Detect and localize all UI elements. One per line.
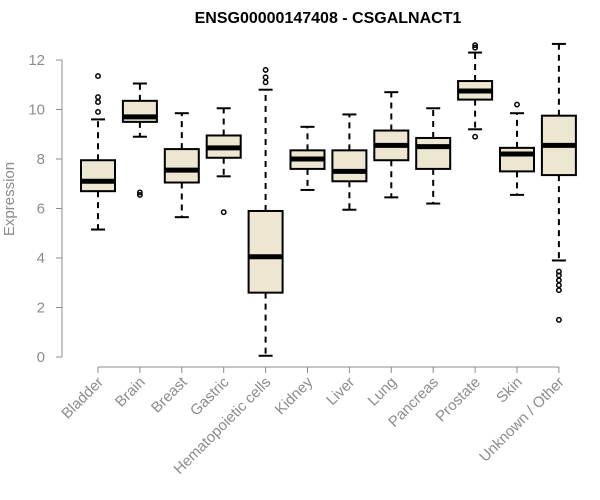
outlier-point xyxy=(95,73,101,80)
x-tick-label: Liver xyxy=(323,374,358,409)
outlier-point xyxy=(514,101,520,108)
box-gastric xyxy=(205,107,242,216)
outlier-point xyxy=(555,277,562,284)
box-pancreas xyxy=(415,107,452,205)
y-tick-label: 6 xyxy=(37,201,45,218)
y-tick-label: 12 xyxy=(28,52,45,69)
outlier-point xyxy=(95,99,101,106)
iqr-box xyxy=(163,148,200,184)
y-tick-label: 4 xyxy=(37,250,45,267)
box-prostate xyxy=(457,42,494,140)
x-tick-label: Brain xyxy=(112,374,149,411)
box-hematopoietic-cells xyxy=(247,66,284,357)
iqr-box xyxy=(80,159,116,193)
y-tick-label: 8 xyxy=(37,151,45,168)
outlier-point xyxy=(262,79,269,86)
box-unknown-other xyxy=(540,42,577,323)
x-tick-label: Breast xyxy=(148,373,191,416)
outlier-point xyxy=(555,316,562,323)
outlier-point xyxy=(95,94,101,101)
box-kidney xyxy=(289,125,326,191)
y-tick-label: 0 xyxy=(37,349,45,366)
outlier-point xyxy=(555,282,562,289)
iqr-box xyxy=(247,209,284,294)
iqr-box xyxy=(415,136,452,170)
iqr-box xyxy=(499,146,535,173)
outlier-point xyxy=(472,133,479,140)
outlier-point xyxy=(472,42,479,49)
y-axis-label: Expression xyxy=(1,162,18,236)
outlier-point xyxy=(555,287,562,294)
outlier-point xyxy=(95,109,101,115)
box-breast xyxy=(163,112,200,219)
outlier-point xyxy=(220,209,227,216)
outlier-point xyxy=(136,189,143,196)
x-tick-label: Lung xyxy=(365,374,401,410)
y-tick-label: 10 xyxy=(28,102,45,119)
outlier-point xyxy=(262,74,269,81)
plot-area xyxy=(80,42,577,357)
outlier-point xyxy=(136,191,143,198)
box-brain xyxy=(121,82,158,198)
outlier-point xyxy=(262,66,269,73)
y-axis: 0 2 4 6 8 10 12 xyxy=(28,52,63,366)
box-liver xyxy=(331,113,368,211)
box-bladder xyxy=(80,73,116,231)
box-skin xyxy=(499,101,535,196)
y-tick-label: 2 xyxy=(37,300,45,317)
x-tick-label: Skin xyxy=(493,374,526,407)
iqr-box xyxy=(331,149,368,183)
chart-title: ENSG00000147408 - CSGALNACT1 xyxy=(195,10,462,27)
box-lung xyxy=(373,91,410,199)
outlier-point xyxy=(472,44,479,51)
x-tick-label: Bladder xyxy=(58,374,107,423)
outlier-point xyxy=(555,268,562,275)
x-tick-label: Prostate xyxy=(432,374,484,426)
x-tick-label: Kidney xyxy=(272,373,317,418)
